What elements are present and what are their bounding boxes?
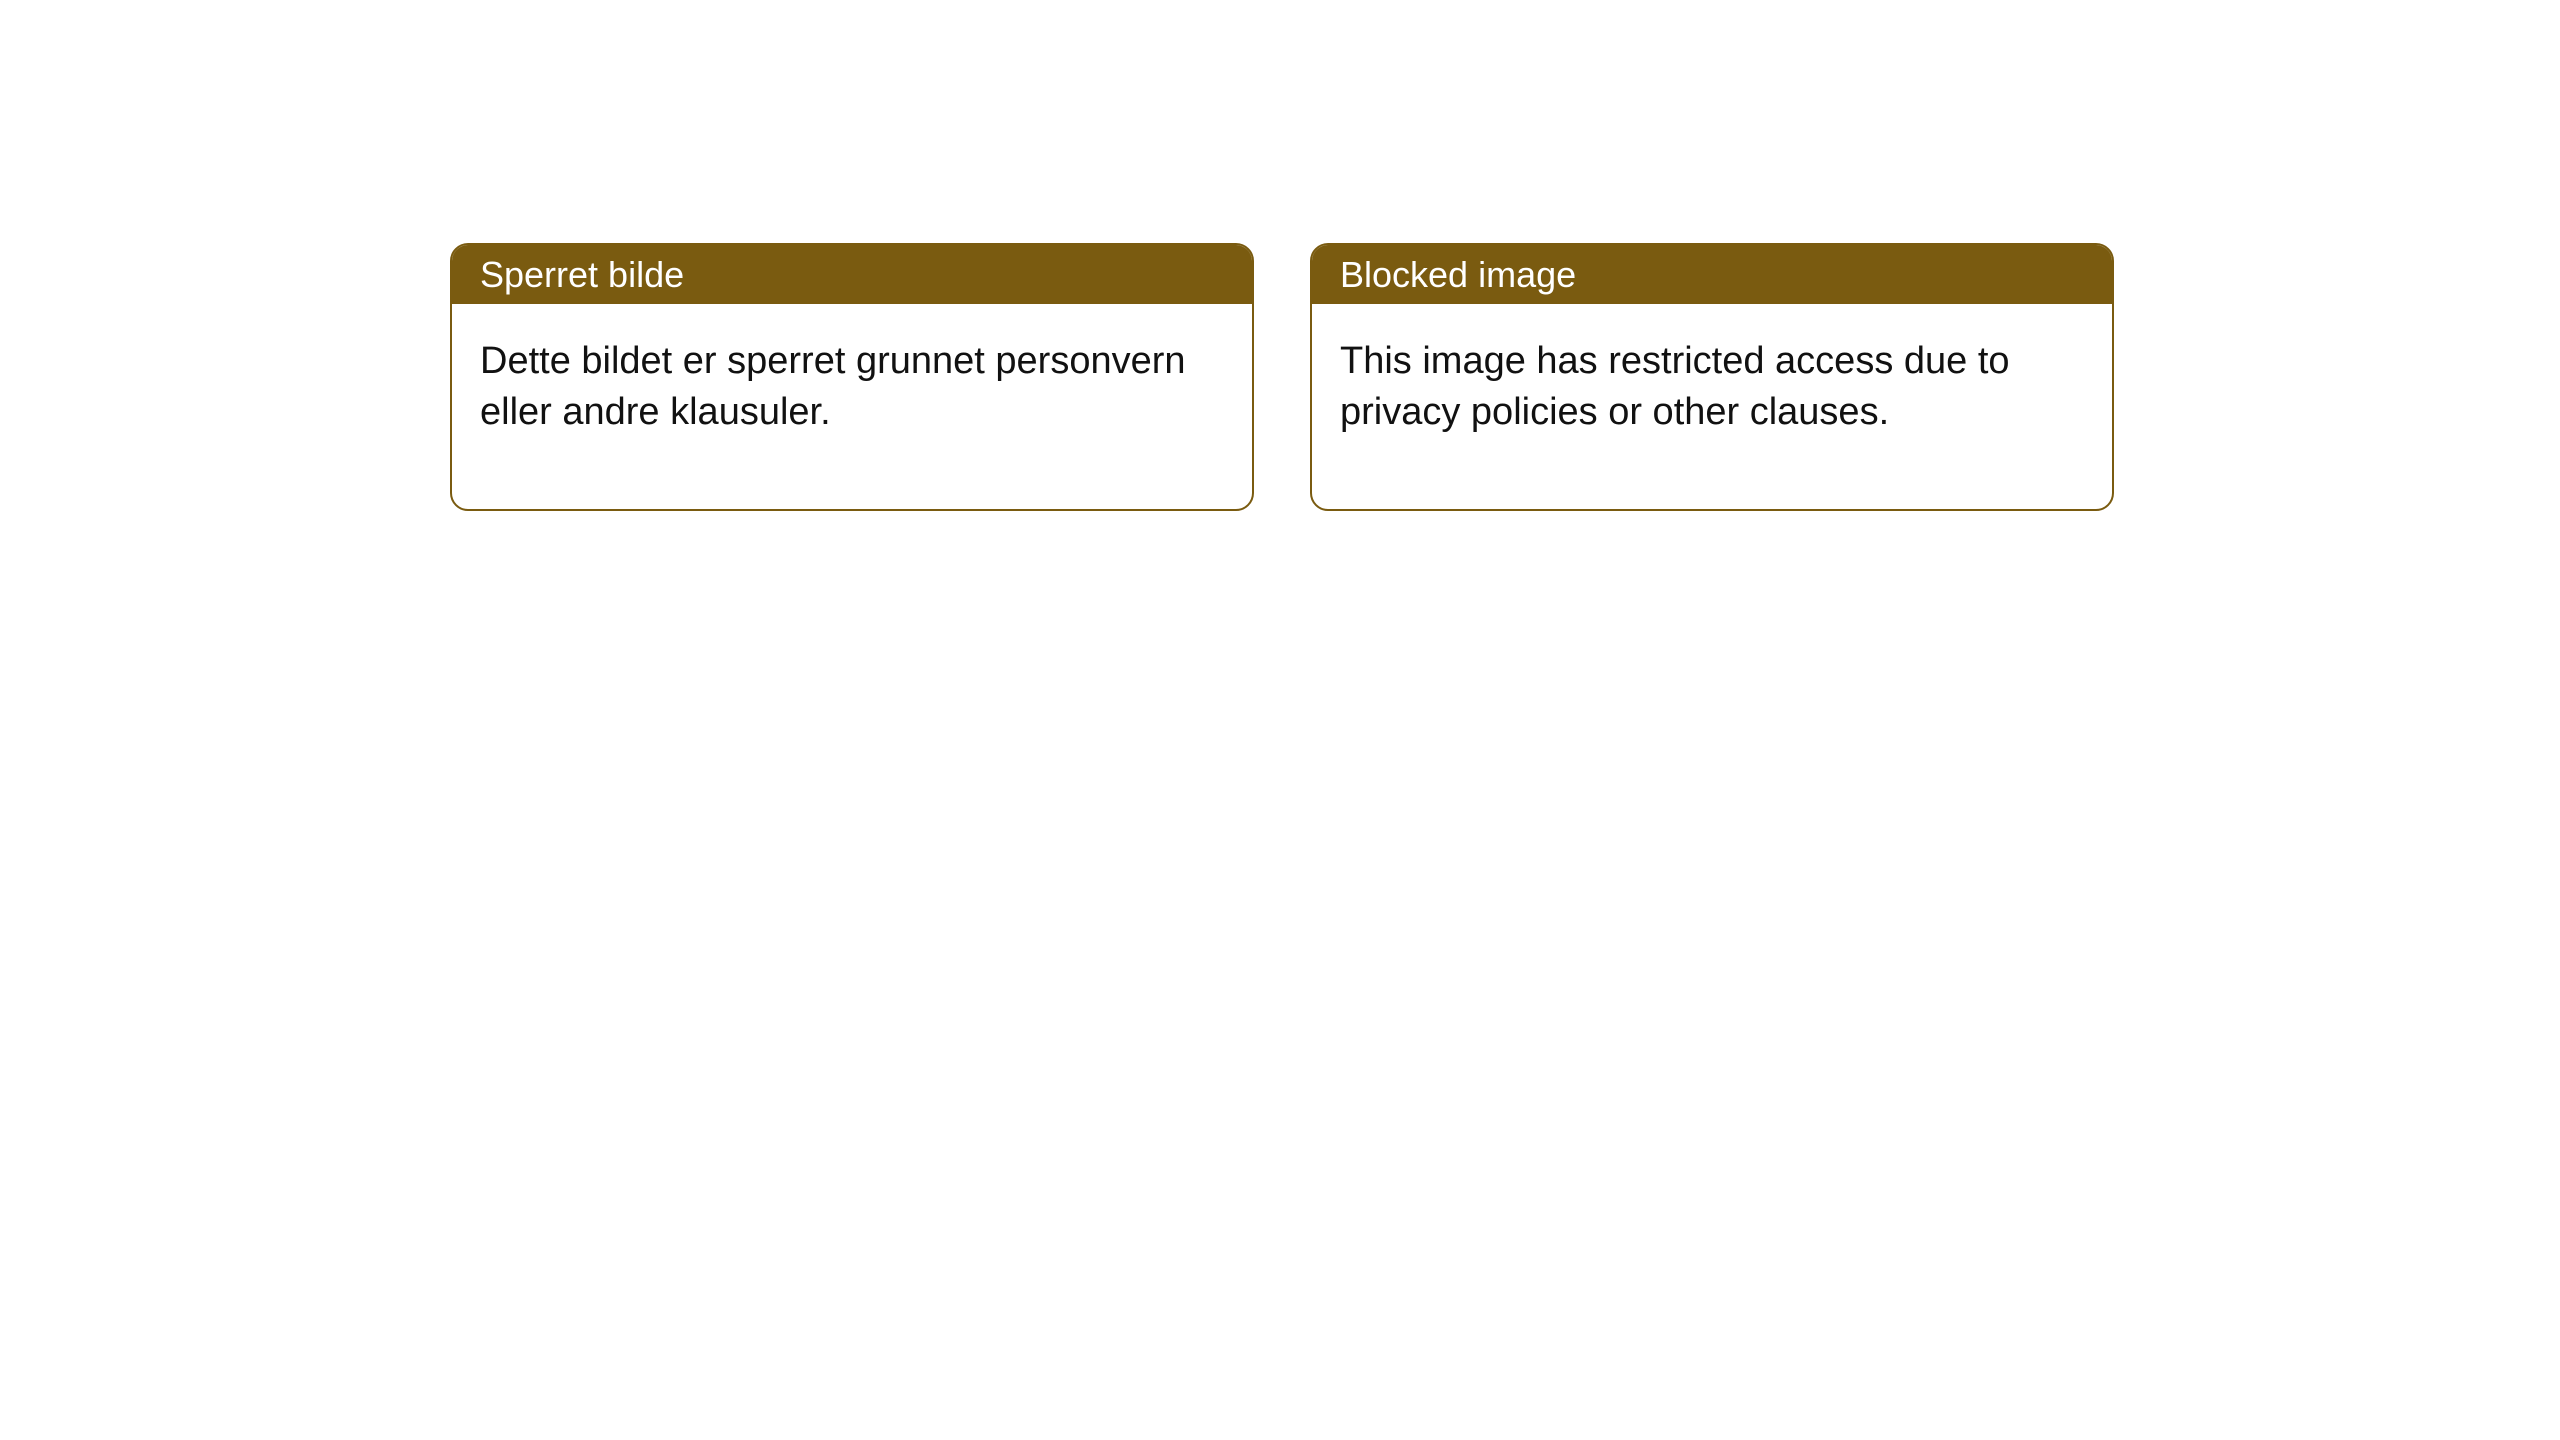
notice-container: Sperret bilde Dette bildet er sperret gr… xyxy=(450,243,2114,511)
notice-body-no: Dette bildet er sperret grunnet personve… xyxy=(452,304,1252,509)
notice-header-no: Sperret bilde xyxy=(452,245,1252,304)
notice-body-en: This image has restricted access due to … xyxy=(1312,304,2112,509)
notice-card-no: Sperret bilde Dette bildet er sperret gr… xyxy=(450,243,1254,511)
notice-card-en: Blocked image This image has restricted … xyxy=(1310,243,2114,511)
notice-header-en: Blocked image xyxy=(1312,245,2112,304)
